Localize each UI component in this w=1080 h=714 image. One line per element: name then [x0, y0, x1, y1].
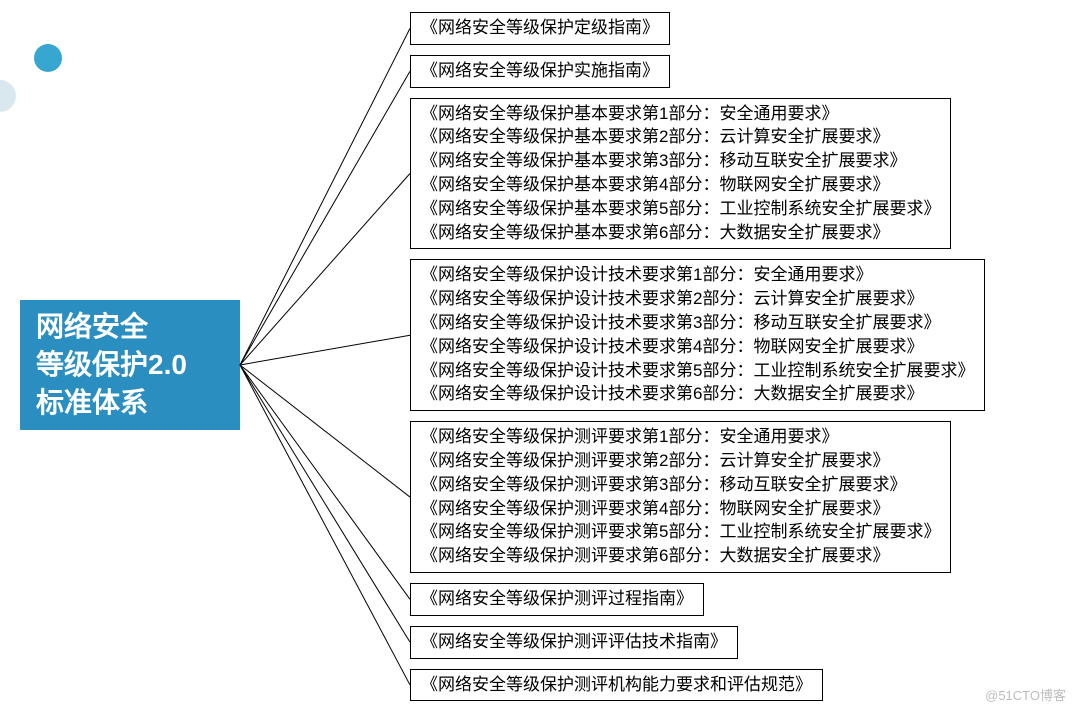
tree-node-line: 《网络安全等级保护测评评估技术指南》	[421, 630, 727, 654]
tree-node-line: 《网络安全等级保护基本要求第3部分：移动互联安全扩展要求》	[421, 149, 940, 173]
tree-node: 《网络安全等级保护测评评估技术指南》	[410, 626, 738, 659]
decor-dot	[0, 80, 16, 112]
tree-node-line: 《网络安全等级保护测评要求第3部分：移动互联安全扩展要求》	[421, 473, 940, 497]
tree-node-line: 《网络安全等级保护设计技术要求第1部分：安全通用要求》	[421, 263, 974, 287]
tree-node-line: 《网络安全等级保护测评要求第4部分：物联网安全扩展要求》	[421, 497, 940, 521]
tree-node-line: 《网络安全等级保护基本要求第6部分：大数据安全扩展要求》	[421, 221, 940, 245]
tree-node-line: 《网络安全等级保护设计技术要求第3部分：移动互联安全扩展要求》	[421, 311, 974, 335]
tree-node-line: 《网络安全等级保护测评机构能力要求和评估规范》	[421, 673, 812, 697]
watermark: @51CTO博客	[985, 685, 1066, 704]
tree-node: 《网络安全等级保护测评机构能力要求和评估规范》	[410, 669, 823, 702]
decor-dot	[34, 44, 62, 72]
tree-node-line: 《网络安全等级保护测评要求第5部分：工业控制系统安全扩展要求》	[421, 520, 940, 544]
tree-node: 《网络安全等级保护测评过程指南》	[410, 583, 704, 616]
tree-node: 《网络安全等级保护定级指南》	[410, 12, 670, 45]
tree-node-line: 《网络安全等级保护设计技术要求第5部分：工业控制系统安全扩展要求》	[421, 359, 974, 383]
tree-node: 《网络安全等级保护测评要求第1部分：安全通用要求》《网络安全等级保护测评要求第2…	[410, 421, 951, 573]
tree-node: 《网络安全等级保护设计技术要求第1部分：安全通用要求》《网络安全等级保护设计技术…	[410, 259, 985, 411]
tree-node-line: 《网络安全等级保护基本要求第4部分：物联网安全扩展要求》	[421, 173, 940, 197]
tree-node-line: 《网络安全等级保护定级指南》	[421, 16, 659, 40]
tree-node-line: 《网络安全等级保护基本要求第5部分：工业控制系统安全扩展要求》	[421, 197, 940, 221]
tree-node-line: 《网络安全等级保护测评要求第1部分：安全通用要求》	[421, 425, 940, 449]
tree-node-line: 《网络安全等级保护设计技术要求第2部分：云计算安全扩展要求》	[421, 287, 974, 311]
tree-branches: 《网络安全等级保护定级指南》《网络安全等级保护实施指南》《网络安全等级保护基本要…	[410, 12, 1060, 701]
tree-root-label: 网络安全等级保护2.0标准体系	[36, 308, 187, 421]
tree-node-line: 《网络安全等级保护基本要求第2部分：云计算安全扩展要求》	[421, 125, 940, 149]
tree-node-line: 《网络安全等级保护实施指南》	[421, 59, 659, 83]
tree-node: 《网络安全等级保护实施指南》	[410, 55, 670, 88]
tree-node-line: 《网络安全等级保护设计技术要求第6部分：大数据安全扩展要求》	[421, 382, 974, 406]
tree-node-line: 《网络安全等级保护测评过程指南》	[421, 587, 693, 611]
tree-node-line: 《网络安全等级保护测评要求第6部分：大数据安全扩展要求》	[421, 544, 940, 568]
tree-root: 网络安全等级保护2.0标准体系	[20, 300, 240, 430]
tree-node-line: 《网络安全等级保护基本要求第1部分：安全通用要求》	[421, 102, 940, 126]
tree-node: 《网络安全等级保护基本要求第1部分：安全通用要求》《网络安全等级保护基本要求第2…	[410, 98, 951, 250]
tree-node-line: 《网络安全等级保护测评要求第2部分：云计算安全扩展要求》	[421, 449, 940, 473]
tree-node-line: 《网络安全等级保护设计技术要求第4部分：物联网安全扩展要求》	[421, 335, 974, 359]
